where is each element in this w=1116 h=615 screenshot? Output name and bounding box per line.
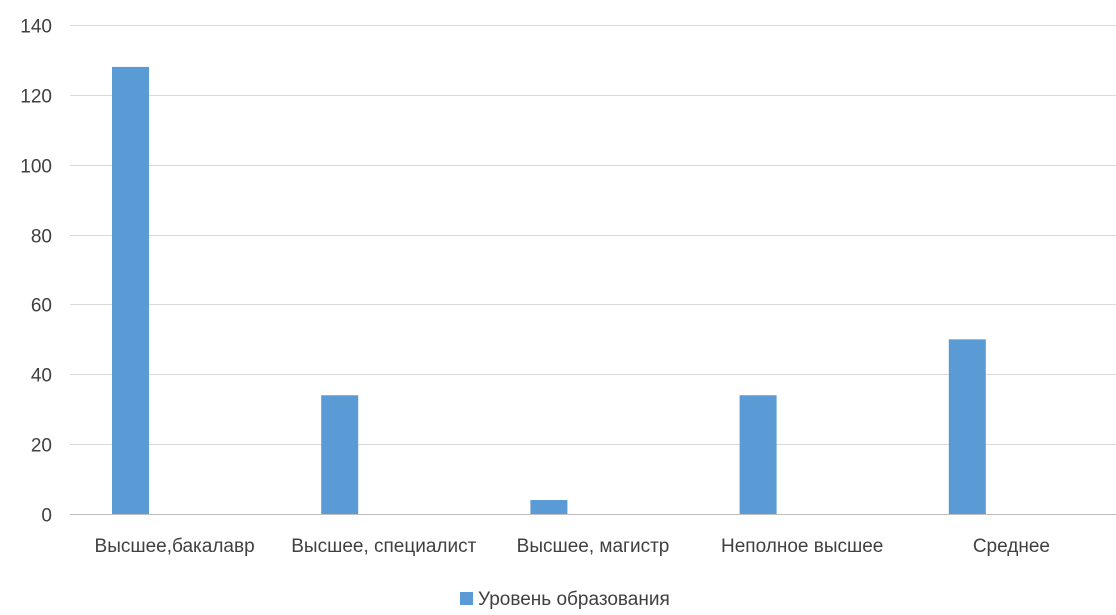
legend: Уровень образования — [460, 589, 670, 610]
x-category-label: Высшее,бакалавр — [95, 536, 255, 557]
bar — [740, 395, 777, 514]
legend-swatch — [460, 592, 473, 605]
x-category-labels: Высшее,бакалавр Высшее, специалист Высшее,… — [95, 536, 1050, 557]
x-category-label: Неполное высшее — [721, 536, 883, 557]
x-category-label: Высшее, магистр — [517, 536, 670, 557]
y-tick-label: 80 — [31, 227, 52, 248]
bar — [321, 395, 358, 514]
y-tick-label: 40 — [31, 366, 52, 387]
bars — [112, 67, 986, 514]
legend-label: Уровень образования — [478, 589, 670, 610]
bar — [112, 67, 149, 514]
y-tick-label: 60 — [31, 296, 52, 317]
y-tick-label: 20 — [31, 436, 52, 457]
x-category-label: Высшее, специалист — [291, 536, 476, 557]
x-category-label: Среднее — [973, 536, 1050, 557]
bar — [949, 339, 986, 514]
y-tick-label: 0 — [41, 506, 52, 527]
bar — [530, 500, 567, 514]
y-tick-label: 100 — [20, 157, 52, 178]
y-tick-label: 140 — [20, 17, 52, 38]
y-tick-label: 120 — [20, 87, 52, 108]
y-tick-labels: 0 20 40 60 80 100 120 140 — [20, 17, 52, 527]
